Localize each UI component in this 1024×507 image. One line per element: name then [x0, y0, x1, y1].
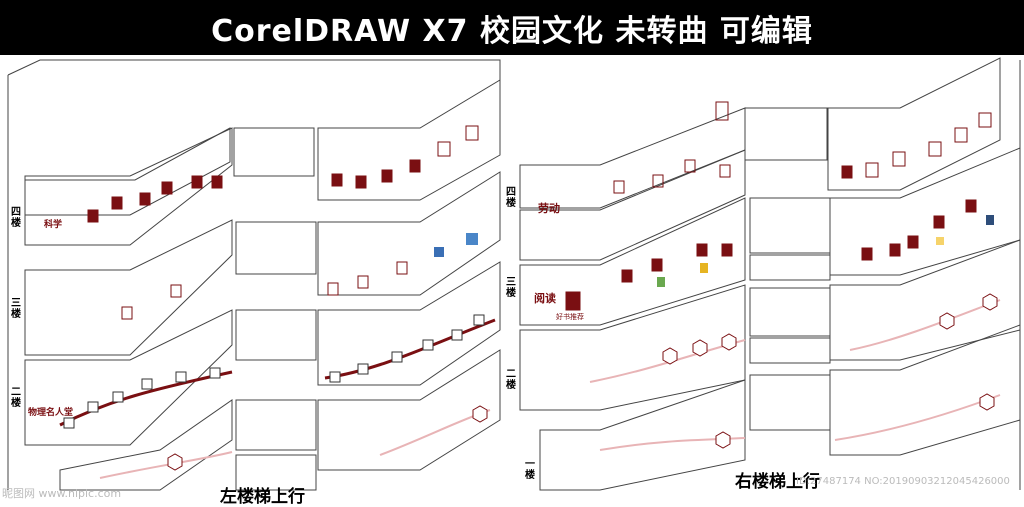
left-wall-floor3: [24, 219, 233, 356]
right-right-wall-1: [827, 57, 1001, 191]
frame: [331, 173, 343, 187]
left-right-wall-4: [317, 349, 501, 471]
theme-good-books: 好书推荐: [556, 313, 584, 321]
frame: [907, 235, 919, 249]
floor-label-left-4: 四楼: [11, 207, 21, 229]
right-landing-1: [744, 107, 828, 161]
stair-elevation-canvas: 四楼 三楼 二楼 四楼 三楼 二楼 一楼 科学 物理名人堂 劳动 阅读 好书推荐…: [0, 55, 1024, 507]
frame: [933, 215, 945, 229]
frame: [965, 199, 977, 213]
frame: [409, 159, 421, 173]
left-landing-5: [235, 454, 317, 491]
left-slope-1: [7, 59, 501, 80]
hex: [939, 312, 955, 330]
left-wall-floor4: [24, 127, 233, 246]
timeline-left-1: [99, 451, 233, 479]
watermark-site: 昵图网 www.nipic.com: [2, 487, 122, 500]
frame: [191, 175, 203, 189]
title-bar: CorelDRAW X7 校园文化 未转曲 可编辑: [0, 0, 1024, 55]
floor-label-left-2: 二楼: [11, 387, 21, 409]
right-right-wall-2: [829, 147, 1021, 276]
left-landing-3: [235, 309, 317, 361]
hex: [715, 431, 731, 449]
frame: [565, 291, 581, 311]
frame: [696, 243, 708, 257]
frame: [161, 181, 173, 195]
stair-drawing: [7, 57, 1021, 491]
left-right-wall-2: [317, 171, 501, 296]
left-landing-4: [235, 399, 317, 451]
hex: [662, 347, 678, 365]
hex: [167, 453, 183, 471]
floor-label-right-1: 一楼: [525, 459, 535, 481]
floor-label-left-3: 三楼: [11, 298, 21, 320]
left-right-wall-3: [317, 261, 501, 386]
floor-label-right-2: 二楼: [506, 369, 516, 391]
timeline-right-3b: [849, 299, 1001, 351]
hex: [979, 393, 995, 411]
frame: [87, 209, 99, 223]
timeline-left-2b: [324, 318, 496, 380]
right-landing-4: [749, 287, 831, 337]
floor-label-right-3: 三楼: [506, 277, 516, 299]
timeline-left-2: [59, 370, 233, 427]
hex: [692, 339, 708, 357]
frame: [139, 192, 151, 206]
floor-label-right-4: 四楼: [506, 187, 516, 209]
theme-reading: 阅读: [534, 292, 556, 305]
frame: [651, 258, 663, 272]
theme-science: 科学: [44, 220, 63, 230]
hex: [982, 293, 998, 311]
right-landing-5: [749, 337, 831, 364]
caption-left-stairs: 左楼梯上行: [220, 487, 305, 507]
frame: [211, 175, 223, 189]
frame: [381, 169, 393, 183]
frame: [889, 243, 901, 257]
hex: [472, 405, 488, 423]
theme-labor: 劳动: [538, 202, 560, 215]
maroon-decorations: [87, 159, 977, 311]
right-wall-floor1: [539, 379, 746, 491]
frame: [355, 175, 367, 189]
right-landing-2: [749, 197, 831, 254]
right-wall-floor3: [519, 197, 746, 326]
page-title: CorelDRAW X7 校园文化 未转曲 可编辑: [211, 13, 813, 49]
right-landing-3: [749, 254, 831, 281]
theme-physics: 物理名人堂: [28, 408, 74, 418]
frame: [841, 165, 853, 179]
watermark-id: ID:27487174 NO:20190903212045426000: [796, 476, 1010, 487]
left-landing-2: [235, 221, 317, 275]
right-wall-top: [519, 107, 746, 209]
right-wall-floor4: [519, 149, 746, 261]
frame: [111, 196, 123, 210]
hex: [721, 333, 737, 351]
frame: [621, 269, 633, 283]
left-landing-1: [233, 127, 315, 177]
right-landing-6: [749, 374, 831, 431]
frame: [721, 243, 733, 257]
left-wall-floor1: [59, 399, 233, 491]
left-wall-floor2: [24, 309, 233, 446]
frame: [861, 247, 873, 261]
caption-right-stairs: 右楼梯上行: [735, 472, 820, 492]
left-right-wall-1: [317, 79, 501, 201]
